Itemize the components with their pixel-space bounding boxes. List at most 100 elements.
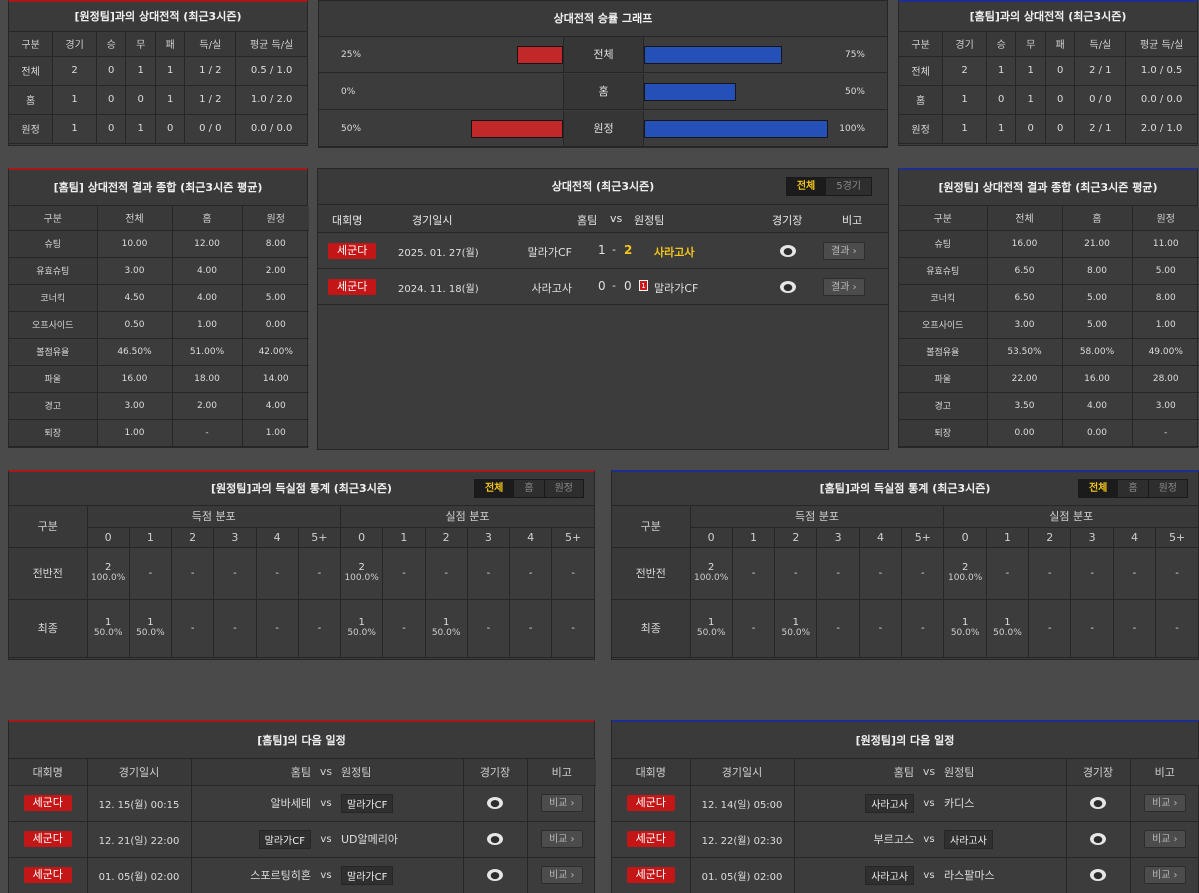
cell: 0 xyxy=(96,56,127,86)
count: 1 xyxy=(104,617,112,628)
compare-button[interactable]: 비교 › xyxy=(540,794,583,812)
cell: 2 / 1 xyxy=(1074,56,1127,86)
goals-away-panel: [원정팀]과의 득실점 통계 (최근3시즌) 전체 홈 원정 구분 득점 분포 실점… xyxy=(8,470,595,660)
compare-button[interactable]: 비교 › xyxy=(1143,830,1186,848)
competition-badge[interactable]: 세군다 xyxy=(328,243,377,259)
away-team[interactable]: 말라가CF xyxy=(341,865,394,885)
tab-5-games[interactable]: 5경기 xyxy=(825,178,871,195)
cell: 2.00 xyxy=(172,392,243,420)
match-row[interactable]: 세군다 2025. 01. 27(월) 말라가CF 1-2 사라고사 결과 › xyxy=(318,233,888,269)
tab-all[interactable]: 전체 xyxy=(474,480,514,497)
tab-all[interactable]: 전체 xyxy=(786,178,826,195)
column-header: 원정 xyxy=(242,206,309,231)
match-row[interactable]: 세군다 2024. 11. 18(월) 사라고사 0-0 1 말라가CF 결과 › xyxy=(318,269,888,305)
cell: 5.00 xyxy=(1062,311,1133,339)
competition-badge[interactable]: 세군다 xyxy=(626,831,675,847)
schedule-row[interactable]: 세군다 12. 21(일) 22:00 말라가CF vs UD알메리아 비교 › xyxy=(9,821,596,858)
home-team[interactable]: 말라가CF xyxy=(258,829,311,849)
stadium-icon[interactable] xyxy=(1090,833,1106,845)
result-button[interactable]: 결과 › xyxy=(823,242,865,260)
tab-away[interactable]: 원정 xyxy=(543,480,583,497)
schedule-row[interactable]: 세군다 01. 05(월) 02:00 스포르팅히혼 vs 말라가CF 비교 › xyxy=(9,857,596,893)
tab-home[interactable]: 홈 xyxy=(513,480,543,497)
schedule-row[interactable]: 세군다 12. 22(월) 02:30 부르고스 vs 사라고사 비교 › xyxy=(612,821,1199,858)
away-cell: 카디스 xyxy=(944,785,1067,822)
column-header: 원정 xyxy=(1132,206,1199,231)
percent: 50.0% xyxy=(431,628,461,638)
percent: 50.0% xyxy=(136,628,165,638)
stadium-icon[interactable] xyxy=(1090,869,1106,881)
column-header: 패 xyxy=(1045,32,1076,57)
percent: 100.0% xyxy=(90,573,126,583)
cell: 0.00 xyxy=(987,419,1063,447)
away-team[interactable]: 사라고사 xyxy=(654,246,695,259)
home-team[interactable]: 사라고사 xyxy=(531,282,572,295)
count: - xyxy=(751,622,756,634)
schedule-row[interactable]: 세군다 12. 14(일) 05:00 사라고사 vs 카디스 비교 › xyxy=(612,785,1199,822)
compare-button[interactable]: 비교 › xyxy=(1143,794,1186,812)
away-team[interactable]: 카디스 xyxy=(944,797,975,810)
competition-badge[interactable]: 세군다 xyxy=(23,795,72,811)
cell: 3.00 xyxy=(97,257,173,285)
competition-badge[interactable]: 세군다 xyxy=(23,831,72,847)
away-team[interactable]: 말라가CF xyxy=(654,282,699,295)
table-row: 코너킥 4.50 4.00 5.00 xyxy=(9,284,309,312)
schedule-row[interactable]: 세군다 01. 05(월) 02:00 사라고사 vs 라스팔마스 비교 › xyxy=(612,857,1199,893)
compare-button[interactable]: 비교 › xyxy=(540,830,583,848)
count: 1 xyxy=(707,617,715,628)
table-row: 전체 2 1 1 0 2 / 1 1.0 / 0.5 xyxy=(899,56,1197,86)
column-header: vs xyxy=(914,759,944,786)
cell: 2.0 / 1.0 xyxy=(1125,114,1197,144)
table-row: 전반전 2 100.0% - - - - -2 100.0% - - - - - xyxy=(9,547,594,600)
vs-label: vs xyxy=(914,857,944,893)
stadium-icon[interactable] xyxy=(487,797,503,809)
table-row: 슈팅 10.00 12.00 8.00 xyxy=(9,230,309,258)
home-team[interactable]: 스포르팅히혼 xyxy=(250,869,311,882)
home-team[interactable]: 말라가CF xyxy=(527,246,572,259)
cell: 12.00 xyxy=(172,230,243,258)
row-label: 홈 xyxy=(899,85,944,115)
cell: 6.50 xyxy=(987,284,1063,312)
cell: 14.00 xyxy=(242,365,309,393)
row-label: 전체 xyxy=(9,56,54,86)
away-team[interactable]: UD알메리아 xyxy=(341,833,399,846)
header-row: 구분 전체 홈 원정 xyxy=(9,206,309,231)
column-header: 비고 xyxy=(527,759,596,786)
compare-button[interactable]: 비교 › xyxy=(540,866,583,884)
competition-badge[interactable]: 세군다 xyxy=(626,867,675,883)
panel-title: [원정팀] 상대전적 결과 종합 (최근3시즌 평균) xyxy=(899,170,1197,206)
competition-badge[interactable]: 세군다 xyxy=(328,279,377,295)
home-team[interactable]: 사라고사 xyxy=(865,793,914,813)
header-row: 구분 경기 승 무 패 득/실 평균 득/실 xyxy=(899,32,1197,57)
column-header: 득/실 xyxy=(1074,32,1127,57)
competition-badge[interactable]: 세군다 xyxy=(23,867,72,883)
stadium-icon[interactable] xyxy=(487,833,503,845)
column-header: 무 xyxy=(125,32,156,57)
stadium-icon[interactable] xyxy=(1090,797,1106,809)
tab-away[interactable]: 원정 xyxy=(1147,480,1187,497)
column-header: 원정팀 xyxy=(341,759,464,786)
stadium-icon[interactable] xyxy=(780,245,796,257)
column-header: 원정팀 xyxy=(944,759,1067,786)
home-team[interactable]: 알바세테 xyxy=(270,797,311,810)
away-team[interactable]: 사라고사 xyxy=(944,829,993,849)
scored-header: 득점 분포 xyxy=(690,506,945,528)
panel-header: [원정팀]과의 득실점 통계 (최근3시즌) 전체 홈 원정 xyxy=(9,472,594,506)
venue-cell xyxy=(463,857,528,893)
cell: - xyxy=(732,599,776,658)
tab-home[interactable]: 홈 xyxy=(1117,480,1147,497)
count: - xyxy=(921,567,925,579)
home-team[interactable]: 부르고스 xyxy=(873,833,914,846)
compare-button[interactable]: 비교 › xyxy=(1143,866,1186,884)
count: - xyxy=(1047,622,1052,634)
away-team[interactable]: 말라가CF xyxy=(341,793,394,813)
result-button[interactable]: 결과 › xyxy=(823,278,865,296)
schedule-row[interactable]: 세군다 12. 15(월) 00:15 알바세테 vs 말라가CF 비교 › xyxy=(9,785,596,822)
tab-all[interactable]: 전체 xyxy=(1078,480,1118,497)
away-team[interactable]: 라스팔마스 xyxy=(944,869,995,882)
stadium-icon[interactable] xyxy=(780,281,796,293)
comp-cell: 세군다 xyxy=(9,857,88,893)
stadium-icon[interactable] xyxy=(487,869,503,881)
home-team[interactable]: 사라고사 xyxy=(865,865,914,885)
competition-badge[interactable]: 세군다 xyxy=(626,795,675,811)
